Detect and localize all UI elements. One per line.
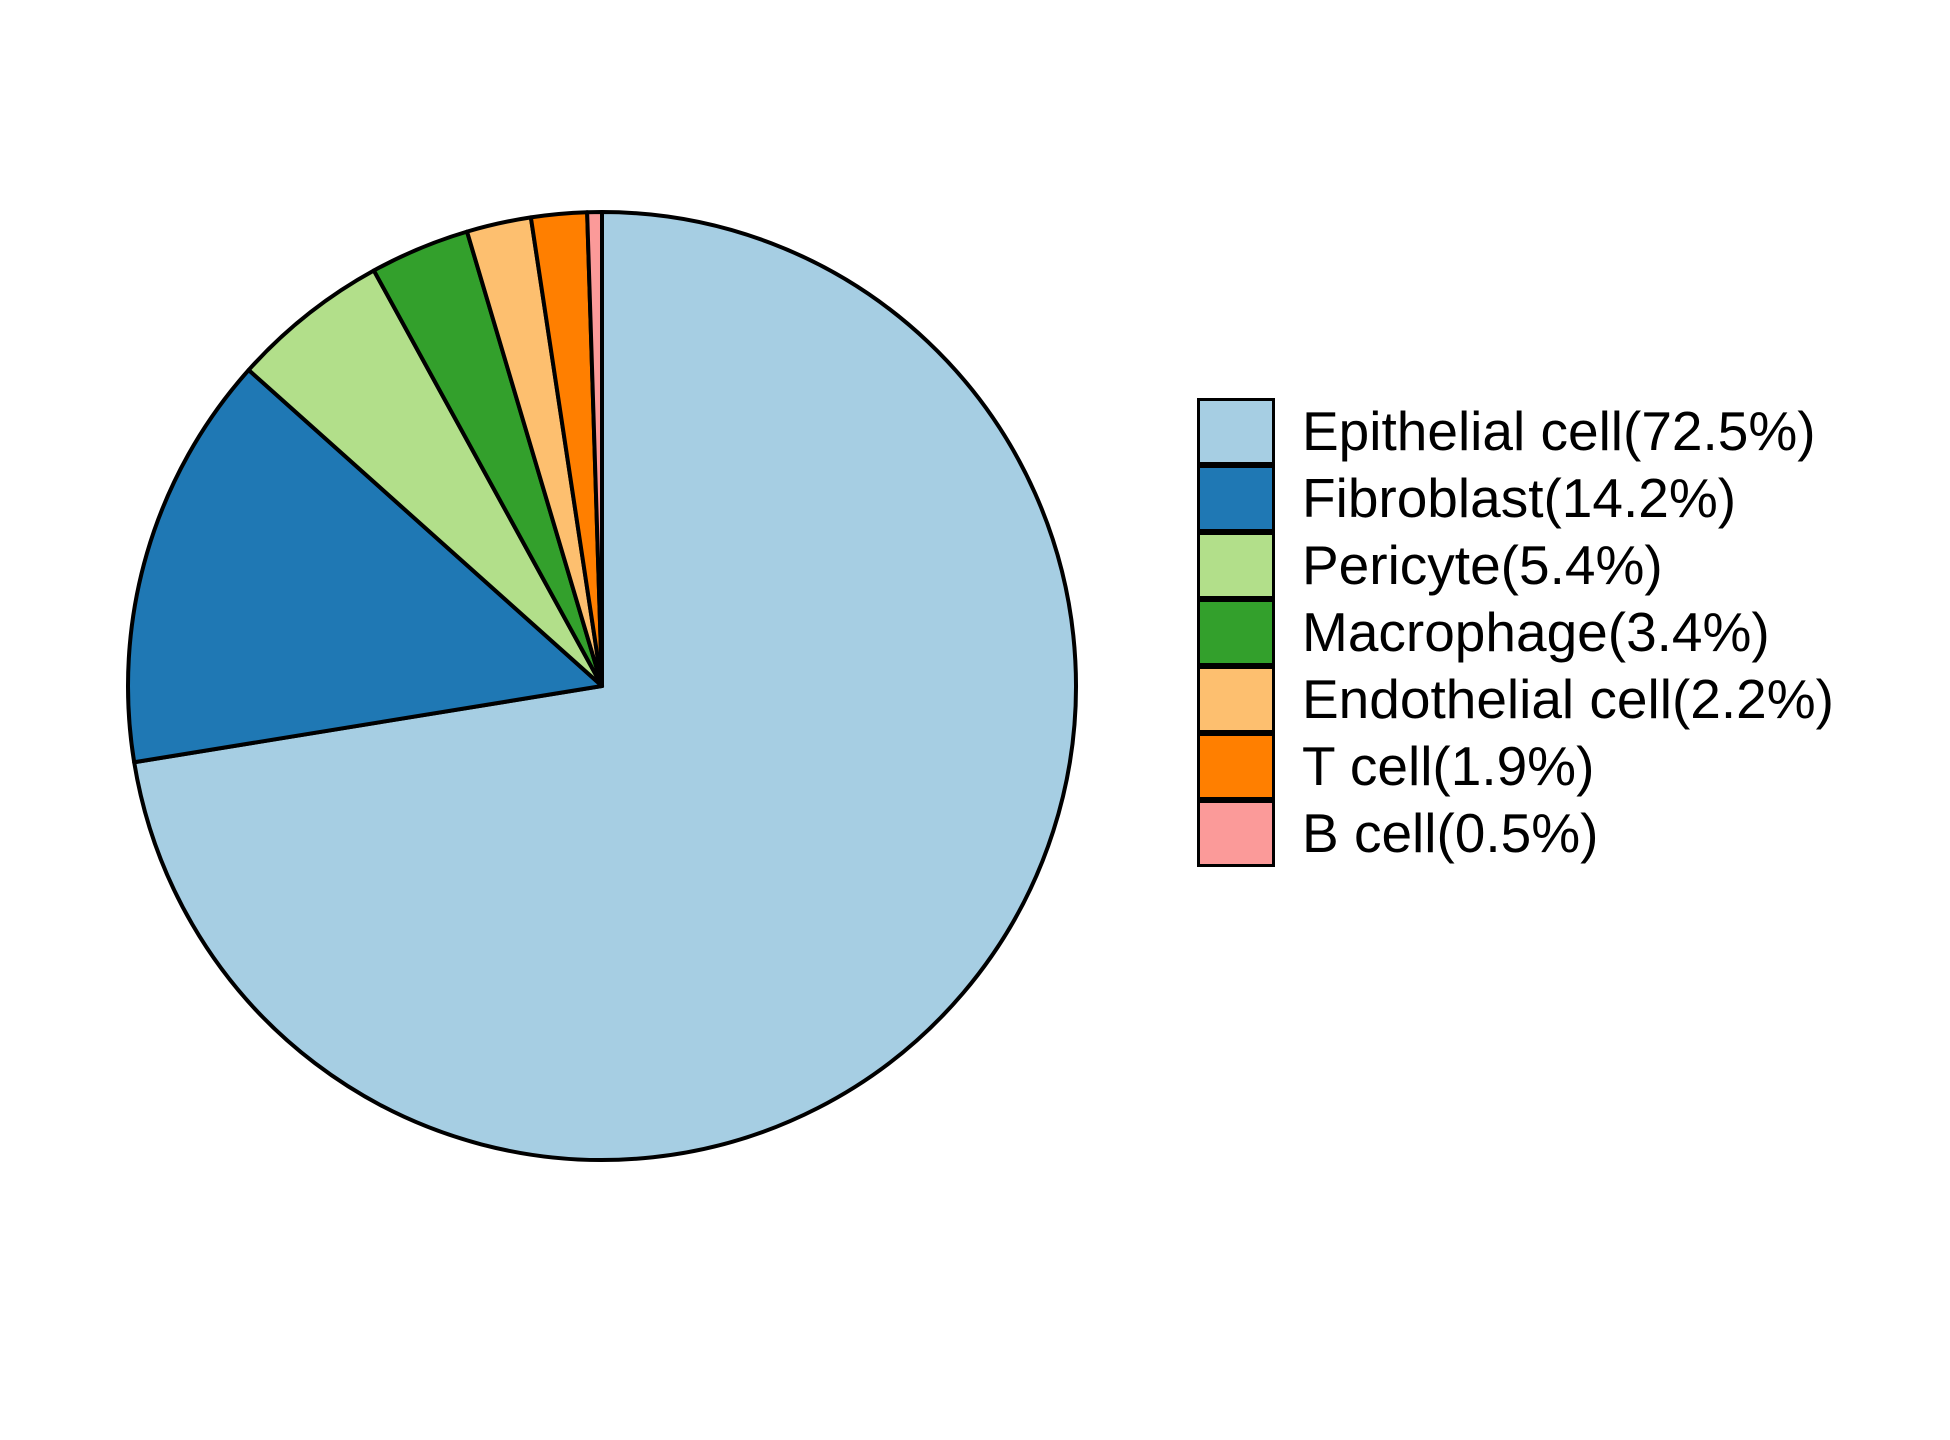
- legend-label-pericyte: Pericyte(5.4%): [1302, 534, 1663, 596]
- pie-slice-fibroblast: [126, 368, 604, 765]
- legend-swatch-pericyte: [1197, 532, 1275, 599]
- legend-swatch-b-cell: [1197, 800, 1275, 867]
- pie-slice-pericyte: [246, 268, 604, 688]
- legend-item-macrophage: Macrophage(3.4%): [1197, 599, 1834, 666]
- pie-slice-epithelial-cell: [132, 210, 1078, 1162]
- legend-label-b-cell: B cell(0.5%): [1302, 802, 1599, 864]
- legend-item-epithelial-cell: Epithelial cell(72.5%): [1197, 398, 1834, 465]
- legend-label-macrophage: Macrophage(3.4%): [1302, 601, 1770, 663]
- legend-label-endothelial-cell: Endothelial cell(2.2%): [1302, 668, 1834, 730]
- legend-item-b-cell: B cell(0.5%): [1197, 800, 1834, 867]
- legend-swatch-epithelial-cell: [1197, 398, 1275, 465]
- legend-label-epithelial-cell: Epithelial cell(72.5%): [1302, 400, 1816, 462]
- legend-label-fibroblast: Fibroblast(14.2%): [1302, 467, 1737, 529]
- legend-item-fibroblast: Fibroblast(14.2%): [1197, 465, 1834, 532]
- legend-swatch-macrophage: [1197, 599, 1275, 666]
- legend: Epithelial cell(72.5%) Fibroblast(14.2%) P…: [1197, 398, 1834, 867]
- pie-slice-b-cell: [585, 209, 604, 688]
- legend-swatch-fibroblast: [1197, 465, 1275, 532]
- legend-item-pericyte: Pericyte(5.4%): [1197, 532, 1834, 599]
- legend-item-endothelial-cell: Endothelial cell(2.2%): [1197, 666, 1834, 733]
- legend-item-t-cell: T cell(1.9%): [1197, 733, 1834, 800]
- legend-label-t-cell: T cell(1.9%): [1302, 735, 1595, 797]
- legend-swatch-t-cell: [1197, 733, 1275, 800]
- legend-swatch-endothelial-cell: [1197, 666, 1275, 733]
